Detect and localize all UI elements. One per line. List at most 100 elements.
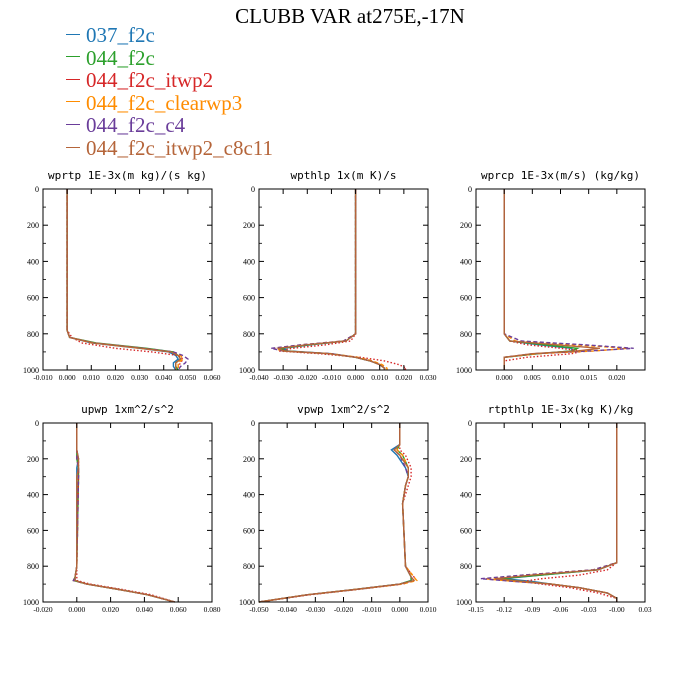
y-tick-label: 400 — [243, 491, 255, 500]
x-tick-label: 0.000 — [68, 605, 85, 614]
y-tick-label: 1000 — [456, 598, 472, 607]
x-tick-label: 0.030 — [131, 373, 148, 382]
panel-title: rtpthlp 1E-3x(kg K)/kg — [488, 403, 634, 416]
legend-label: 044_f2c_itwp2 — [86, 68, 214, 93]
x-tick-label: -0.030 — [306, 605, 326, 614]
legend-swatch — [66, 56, 80, 58]
series-line — [72, 423, 175, 603]
panel-title: upwp 1xm^2/s^2 — [81, 403, 174, 416]
series-line — [258, 423, 416, 603]
y-tick-label: 800 — [243, 562, 255, 571]
series-line — [278, 189, 408, 371]
y-tick-label: 200 — [27, 221, 39, 230]
series-line — [66, 189, 184, 370]
y-tick-label: 0 — [35, 185, 39, 194]
series-line — [485, 423, 618, 602]
legend-swatch — [66, 78, 80, 80]
x-tick-label: -0.09 — [525, 605, 541, 614]
y-tick-label: 800 — [27, 330, 39, 339]
y-tick-label: 600 — [243, 294, 255, 303]
y-tick-label: 0 — [35, 419, 39, 428]
y-tick-label: 1000 — [239, 366, 255, 375]
y-tick-label: 0 — [468, 185, 472, 194]
x-tick-label: -0.040 — [277, 605, 297, 614]
y-tick-label: 0 — [468, 419, 472, 428]
x-tick-label: 0.03 — [638, 605, 651, 614]
y-tick-label: 0 — [251, 185, 255, 194]
y-tick-label: 800 — [243, 330, 255, 339]
x-tick-label: 0.060 — [170, 605, 187, 614]
panel-title: wprtp 1E-3x(m kg)/(s kg) — [48, 169, 207, 182]
x-tick-label: 0.010 — [420, 605, 437, 614]
legend-swatch — [66, 101, 80, 103]
legend-label: 044_f2c_clearwp3 — [86, 90, 243, 115]
x-tick-label: 0.010 — [371, 373, 388, 382]
x-tick-label: 0.040 — [155, 373, 172, 382]
series-line — [74, 423, 175, 603]
legend-label: 044_f2c_c4 — [86, 113, 186, 138]
y-tick-label: 400 — [27, 491, 39, 500]
series-line — [480, 423, 618, 602]
x-tick-label: 0.060 — [204, 373, 221, 382]
y-tick-label: 600 — [460, 526, 472, 535]
x-tick-label: 0.015 — [580, 373, 597, 382]
legend-label: 044_f2c — [86, 45, 155, 70]
y-tick-label: 800 — [460, 562, 472, 571]
y-tick-label: 1000 — [23, 366, 39, 375]
x-tick-label: -0.020 — [334, 605, 354, 614]
x-tick-label: 0.040 — [136, 605, 153, 614]
y-tick-label: 200 — [460, 221, 472, 230]
plot-frame — [42, 188, 213, 371]
series-line — [76, 423, 176, 603]
series-line — [258, 423, 412, 603]
x-tick-label: 0.020 — [102, 605, 119, 614]
panel-title: wpthlp 1x(m K)/s — [291, 169, 397, 182]
x-tick-label: -0.030 — [273, 373, 293, 382]
x-tick-label: -0.00 — [609, 605, 625, 614]
series-line — [494, 423, 618, 602]
series-line — [74, 423, 175, 603]
x-tick-label: -0.010 — [33, 373, 53, 382]
x-tick-label: 0.050 — [179, 373, 196, 382]
plot-frame — [475, 422, 646, 603]
x-tick-label: -0.010 — [322, 373, 342, 382]
y-tick-label: 1000 — [23, 598, 39, 607]
x-tick-label: -0.050 — [249, 605, 269, 614]
series-line — [503, 189, 600, 370]
series-line — [66, 189, 180, 371]
x-tick-label: -0.12 — [496, 605, 512, 614]
x-tick-label: -0.020 — [298, 373, 318, 382]
y-tick-label: 200 — [460, 455, 472, 464]
panel-title: wprcp 1E-3x(m/s) (kg/kg) — [481, 169, 640, 182]
x-tick-label: -0.06 — [553, 605, 569, 614]
legend: 037_f2c 044_f2c 044_f2c_itwp2 044_f2c_cl… — [66, 24, 273, 160]
series-line — [258, 423, 412, 603]
x-tick-label: 0.030 — [420, 373, 437, 382]
panel-title: vpwp 1xm^2/s^2 — [297, 403, 390, 416]
legend-label: 044_f2c_itwp2_c8c11 — [86, 135, 274, 160]
x-tick-label: 0.010 — [552, 373, 569, 382]
y-tick-label: 600 — [27, 526, 39, 535]
legend-label: 037_f2c — [86, 23, 155, 47]
x-tick-label: 0.010 — [83, 373, 100, 382]
x-tick-label: 0.000 — [347, 373, 364, 382]
y-tick-label: 200 — [27, 455, 39, 464]
x-tick-label: -0.010 — [362, 605, 382, 614]
series-line — [66, 189, 184, 370]
series-line — [66, 189, 182, 370]
x-tick-label: -0.040 — [249, 373, 269, 382]
y-tick-label: 600 — [460, 294, 472, 303]
x-tick-label: 0.080 — [204, 605, 221, 614]
x-tick-label: -0.020 — [33, 605, 53, 614]
y-tick-label: 200 — [243, 221, 255, 230]
series-line — [276, 189, 386, 370]
y-tick-label: 400 — [27, 257, 39, 266]
x-tick-label: 0.020 — [107, 373, 124, 382]
legend-swatch — [66, 33, 80, 35]
y-tick-label: 800 — [460, 330, 472, 339]
legend-swatch — [66, 124, 80, 126]
y-tick-label: 1000 — [239, 598, 255, 607]
x-tick-label: -0.03 — [581, 605, 597, 614]
chart-title: CLUBB VAR at275E,-17N — [235, 4, 465, 28]
